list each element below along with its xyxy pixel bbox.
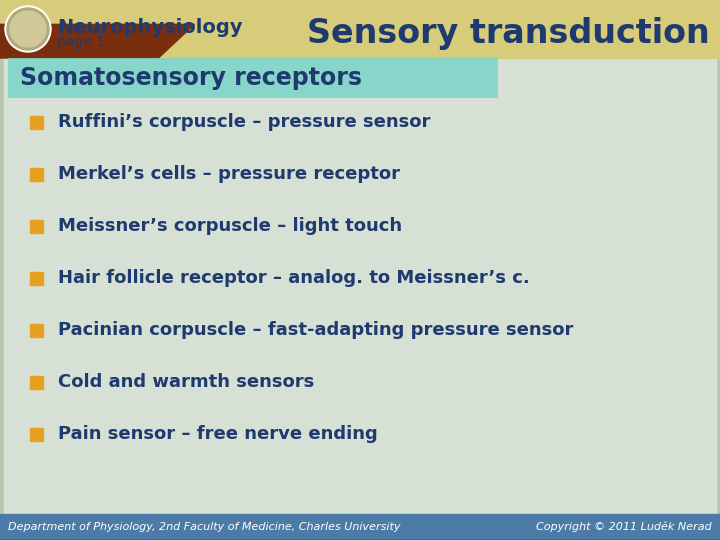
Bar — [30, 219, 43, 233]
Polygon shape — [0, 0, 396, 58]
Text: Merkel’s cells – pressure receptor: Merkel’s cells – pressure receptor — [58, 165, 400, 183]
Text: Ruffini’s corpuscle – pressure sensor: Ruffini’s corpuscle – pressure sensor — [58, 113, 431, 131]
Bar — [4, 58, 716, 514]
Bar — [30, 375, 43, 388]
Bar — [0, 514, 720, 540]
Bar — [30, 272, 43, 285]
Text: Copyright © 2011 Luděk Nerad: Copyright © 2011 Luděk Nerad — [536, 522, 712, 532]
Bar — [30, 167, 43, 180]
Bar — [30, 428, 43, 441]
Text: Department of Physiology, 2nd Faculty of Medicine, Charles University: Department of Physiology, 2nd Faculty of… — [8, 522, 400, 532]
Bar — [30, 116, 43, 129]
Text: page 1: page 1 — [57, 35, 105, 49]
Text: Meissner’s corpuscle – light touch: Meissner’s corpuscle – light touch — [58, 217, 402, 235]
Text: Cold and warmth sensors: Cold and warmth sensors — [58, 373, 314, 391]
Circle shape — [10, 11, 46, 47]
Circle shape — [5, 6, 51, 52]
FancyBboxPatch shape — [8, 58, 498, 98]
Polygon shape — [0, 24, 194, 58]
Circle shape — [7, 8, 49, 50]
Bar — [30, 323, 43, 336]
Text: Hair follicle receptor – analog. to Meissner’s c.: Hair follicle receptor – analog. to Meis… — [58, 269, 530, 287]
Text: Pacinian corpuscle – fast-adapting pressure sensor: Pacinian corpuscle – fast-adapting press… — [58, 321, 573, 339]
Bar — [0, 0, 720, 58]
Text: Neurophysiology: Neurophysiology — [57, 18, 243, 37]
Text: Pain sensor – free nerve ending: Pain sensor – free nerve ending — [58, 425, 378, 443]
Text: Sensory transduction: Sensory transduction — [307, 17, 710, 50]
Text: Somatosensory receptors: Somatosensory receptors — [20, 66, 362, 90]
